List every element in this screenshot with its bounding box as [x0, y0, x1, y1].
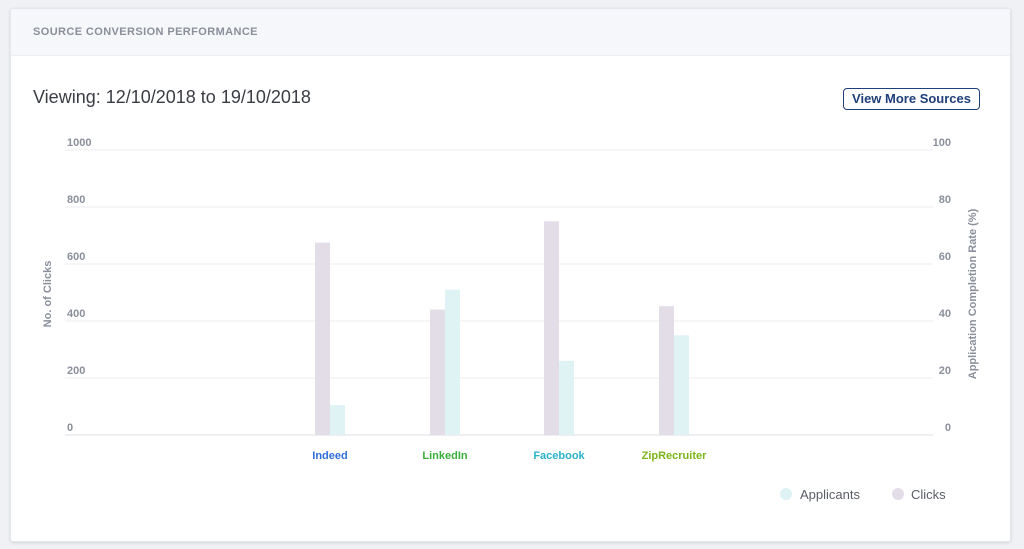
y2-tick-label: 100: [933, 137, 951, 149]
bars: [315, 221, 689, 435]
legend-label-clicks[interactable]: Clicks: [911, 487, 946, 502]
bar-clicks-indeed[interactable]: [315, 242, 330, 435]
category-labels: Indeed LinkedIn Facebook ZipRecruiter: [312, 450, 707, 462]
category-label-ziprecruiter: ZipRecruiter: [642, 450, 708, 462]
bar-clicks-linkedin[interactable]: [430, 309, 445, 435]
y-tick-label: 0: [67, 422, 73, 434]
y2-axis-title: Application Completion Rate (%): [967, 208, 979, 379]
y-tick-label: 1000: [67, 137, 91, 149]
y2-tick-label: 80: [939, 194, 951, 206]
tick-labels: 0 0 200 20 400 40 600 60 800 80 1000 100: [67, 137, 951, 434]
bar-applicants-ziprecruiter[interactable]: [674, 335, 689, 435]
y2-tick-label: 60: [939, 251, 951, 263]
category-label-indeed: Indeed: [312, 450, 347, 462]
y-tick-label: 800: [67, 194, 85, 206]
y-tick-label: 600: [67, 251, 85, 263]
y2-tick-label: 20: [939, 365, 951, 377]
conversion-chart: 0 0 200 20 400 40 600 60 800 80 1000 100 No. of Cli…: [42, 137, 979, 502]
source-conversion-card: SOURCE CONVERSION PERFORMANCE Viewing: 1…: [10, 8, 1011, 542]
legend-label-applicants[interactable]: Applicants: [800, 487, 860, 502]
view-more-sources-button[interactable]: View More Sources: [843, 88, 980, 110]
y2-tick-label: 0: [945, 422, 951, 434]
bar-clicks-ziprecruiter[interactable]: [659, 306, 674, 435]
bar-clicks-facebook[interactable]: [544, 221, 559, 435]
category-label-linkedin: LinkedIn: [422, 450, 468, 462]
y2-tick-label: 40: [939, 308, 951, 320]
y-tick-label: 200: [67, 365, 85, 377]
card-header: SOURCE CONVERSION PERFORMANCE: [11, 9, 1010, 56]
bar-applicants-indeed[interactable]: [330, 405, 345, 435]
y-axis-title: No. of Clicks: [42, 261, 54, 328]
legend-swatch-applicants: [780, 488, 792, 500]
category-label-facebook: Facebook: [533, 450, 585, 462]
legend-swatch-clicks: [892, 488, 904, 500]
legend: Applicants Clicks: [780, 487, 946, 502]
viewing-date-range: Viewing: 12/10/2018 to 19/10/2018: [33, 87, 311, 107]
bar-applicants-facebook[interactable]: [559, 360, 574, 435]
grid-lines: [65, 149, 933, 436]
bar-applicants-linkedin[interactable]: [445, 289, 460, 435]
y-tick-label: 400: [67, 308, 85, 320]
card-title: SOURCE CONVERSION PERFORMANCE: [33, 26, 258, 38]
